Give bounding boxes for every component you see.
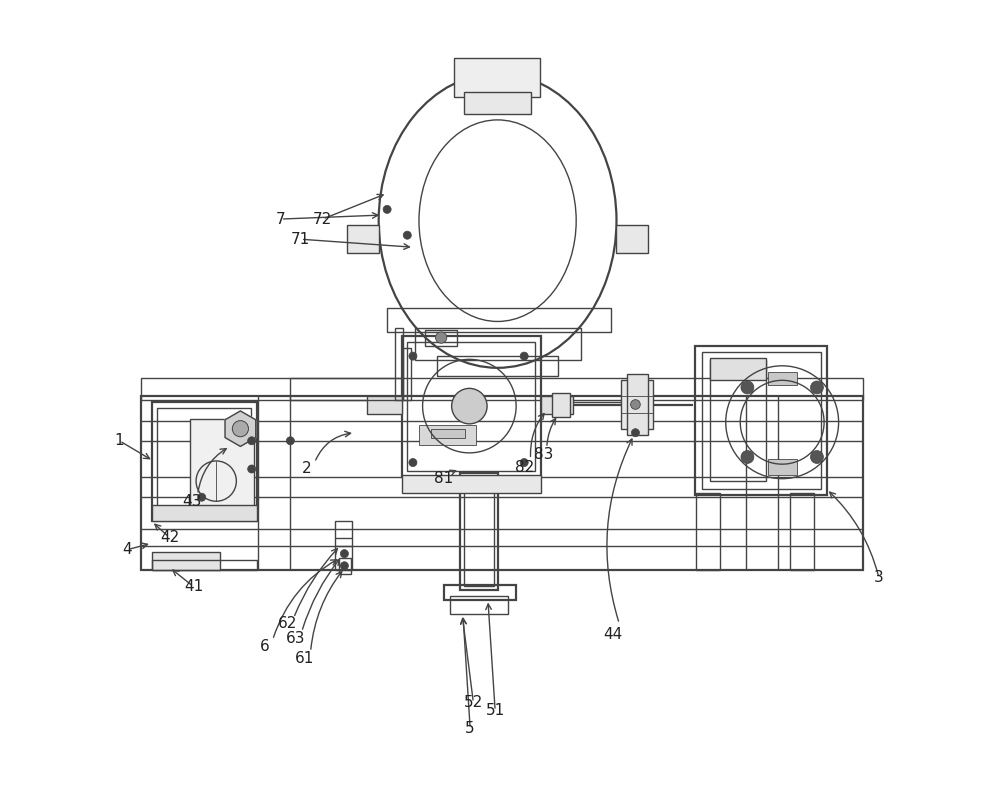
Text: 44: 44	[603, 627, 622, 642]
Text: 51: 51	[486, 703, 505, 718]
Text: 4: 4	[123, 542, 132, 557]
Bar	[437, 356, 558, 376]
Bar	[402, 476, 541, 493]
Circle shape	[409, 459, 417, 467]
Bar	[710, 358, 766, 380]
Bar	[768, 460, 797, 476]
Circle shape	[741, 381, 754, 394]
Circle shape	[811, 451, 823, 464]
Text: 41: 41	[184, 579, 203, 594]
Bar	[621, 380, 653, 429]
Bar	[152, 506, 257, 522]
Text: 6: 6	[260, 639, 269, 654]
Polygon shape	[225, 411, 256, 447]
Circle shape	[340, 561, 348, 570]
Bar	[415, 328, 581, 360]
Text: 61: 61	[295, 651, 315, 666]
Text: 62: 62	[278, 616, 298, 631]
Bar	[768, 372, 797, 385]
Bar	[419, 425, 476, 445]
Text: 63: 63	[286, 631, 306, 646]
Circle shape	[741, 451, 754, 464]
Bar	[347, 225, 379, 253]
Bar	[702, 352, 821, 489]
Circle shape	[811, 381, 823, 394]
Bar	[616, 225, 648, 253]
Bar	[402, 336, 541, 477]
Bar	[464, 91, 531, 114]
Text: 71: 71	[291, 231, 310, 247]
Text: 2: 2	[302, 461, 311, 477]
Bar	[395, 328, 403, 400]
Bar	[152, 552, 220, 570]
Circle shape	[520, 352, 528, 360]
Bar	[157, 408, 251, 516]
Text: 3: 3	[874, 570, 884, 586]
Circle shape	[248, 465, 256, 473]
Text: 83: 83	[534, 447, 553, 462]
Bar	[450, 596, 508, 614]
Bar	[152, 402, 257, 522]
Circle shape	[286, 437, 294, 445]
Bar	[387, 307, 611, 332]
Bar	[695, 345, 827, 495]
Circle shape	[452, 388, 487, 424]
Circle shape	[436, 332, 447, 343]
Bar	[335, 522, 352, 570]
Circle shape	[520, 459, 528, 467]
Bar	[696, 493, 720, 570]
Circle shape	[409, 352, 417, 360]
Circle shape	[232, 421, 248, 437]
Text: 42: 42	[160, 530, 179, 545]
Text: 72: 72	[313, 212, 332, 227]
Bar	[425, 329, 457, 345]
Bar	[403, 348, 411, 400]
Circle shape	[403, 231, 411, 239]
Bar	[152, 560, 257, 570]
Bar	[541, 396, 573, 414]
Bar	[627, 374, 648, 435]
Text: 5: 5	[465, 721, 475, 736]
Text: 43: 43	[182, 493, 202, 509]
Bar	[339, 557, 351, 574]
Text: 81: 81	[434, 471, 453, 486]
Circle shape	[198, 493, 206, 502]
Bar	[229, 429, 252, 453]
Text: 7: 7	[276, 212, 286, 227]
Bar	[460, 473, 498, 590]
Bar	[367, 396, 402, 414]
Bar	[190, 419, 254, 516]
Circle shape	[631, 429, 639, 437]
Bar	[407, 341, 535, 472]
Bar	[444, 585, 516, 599]
Circle shape	[383, 205, 391, 214]
Circle shape	[631, 400, 640, 409]
Bar	[710, 360, 766, 481]
Bar	[454, 57, 540, 96]
Text: 1: 1	[115, 434, 124, 448]
Bar	[790, 493, 814, 570]
Text: 82: 82	[515, 460, 534, 475]
Bar	[464, 477, 494, 586]
Bar	[290, 378, 402, 400]
Text: 52: 52	[464, 695, 483, 710]
Bar	[552, 393, 570, 417]
Circle shape	[340, 549, 348, 557]
Bar	[431, 429, 465, 438]
Bar	[141, 396, 863, 570]
Circle shape	[248, 437, 256, 445]
Bar	[141, 378, 863, 400]
